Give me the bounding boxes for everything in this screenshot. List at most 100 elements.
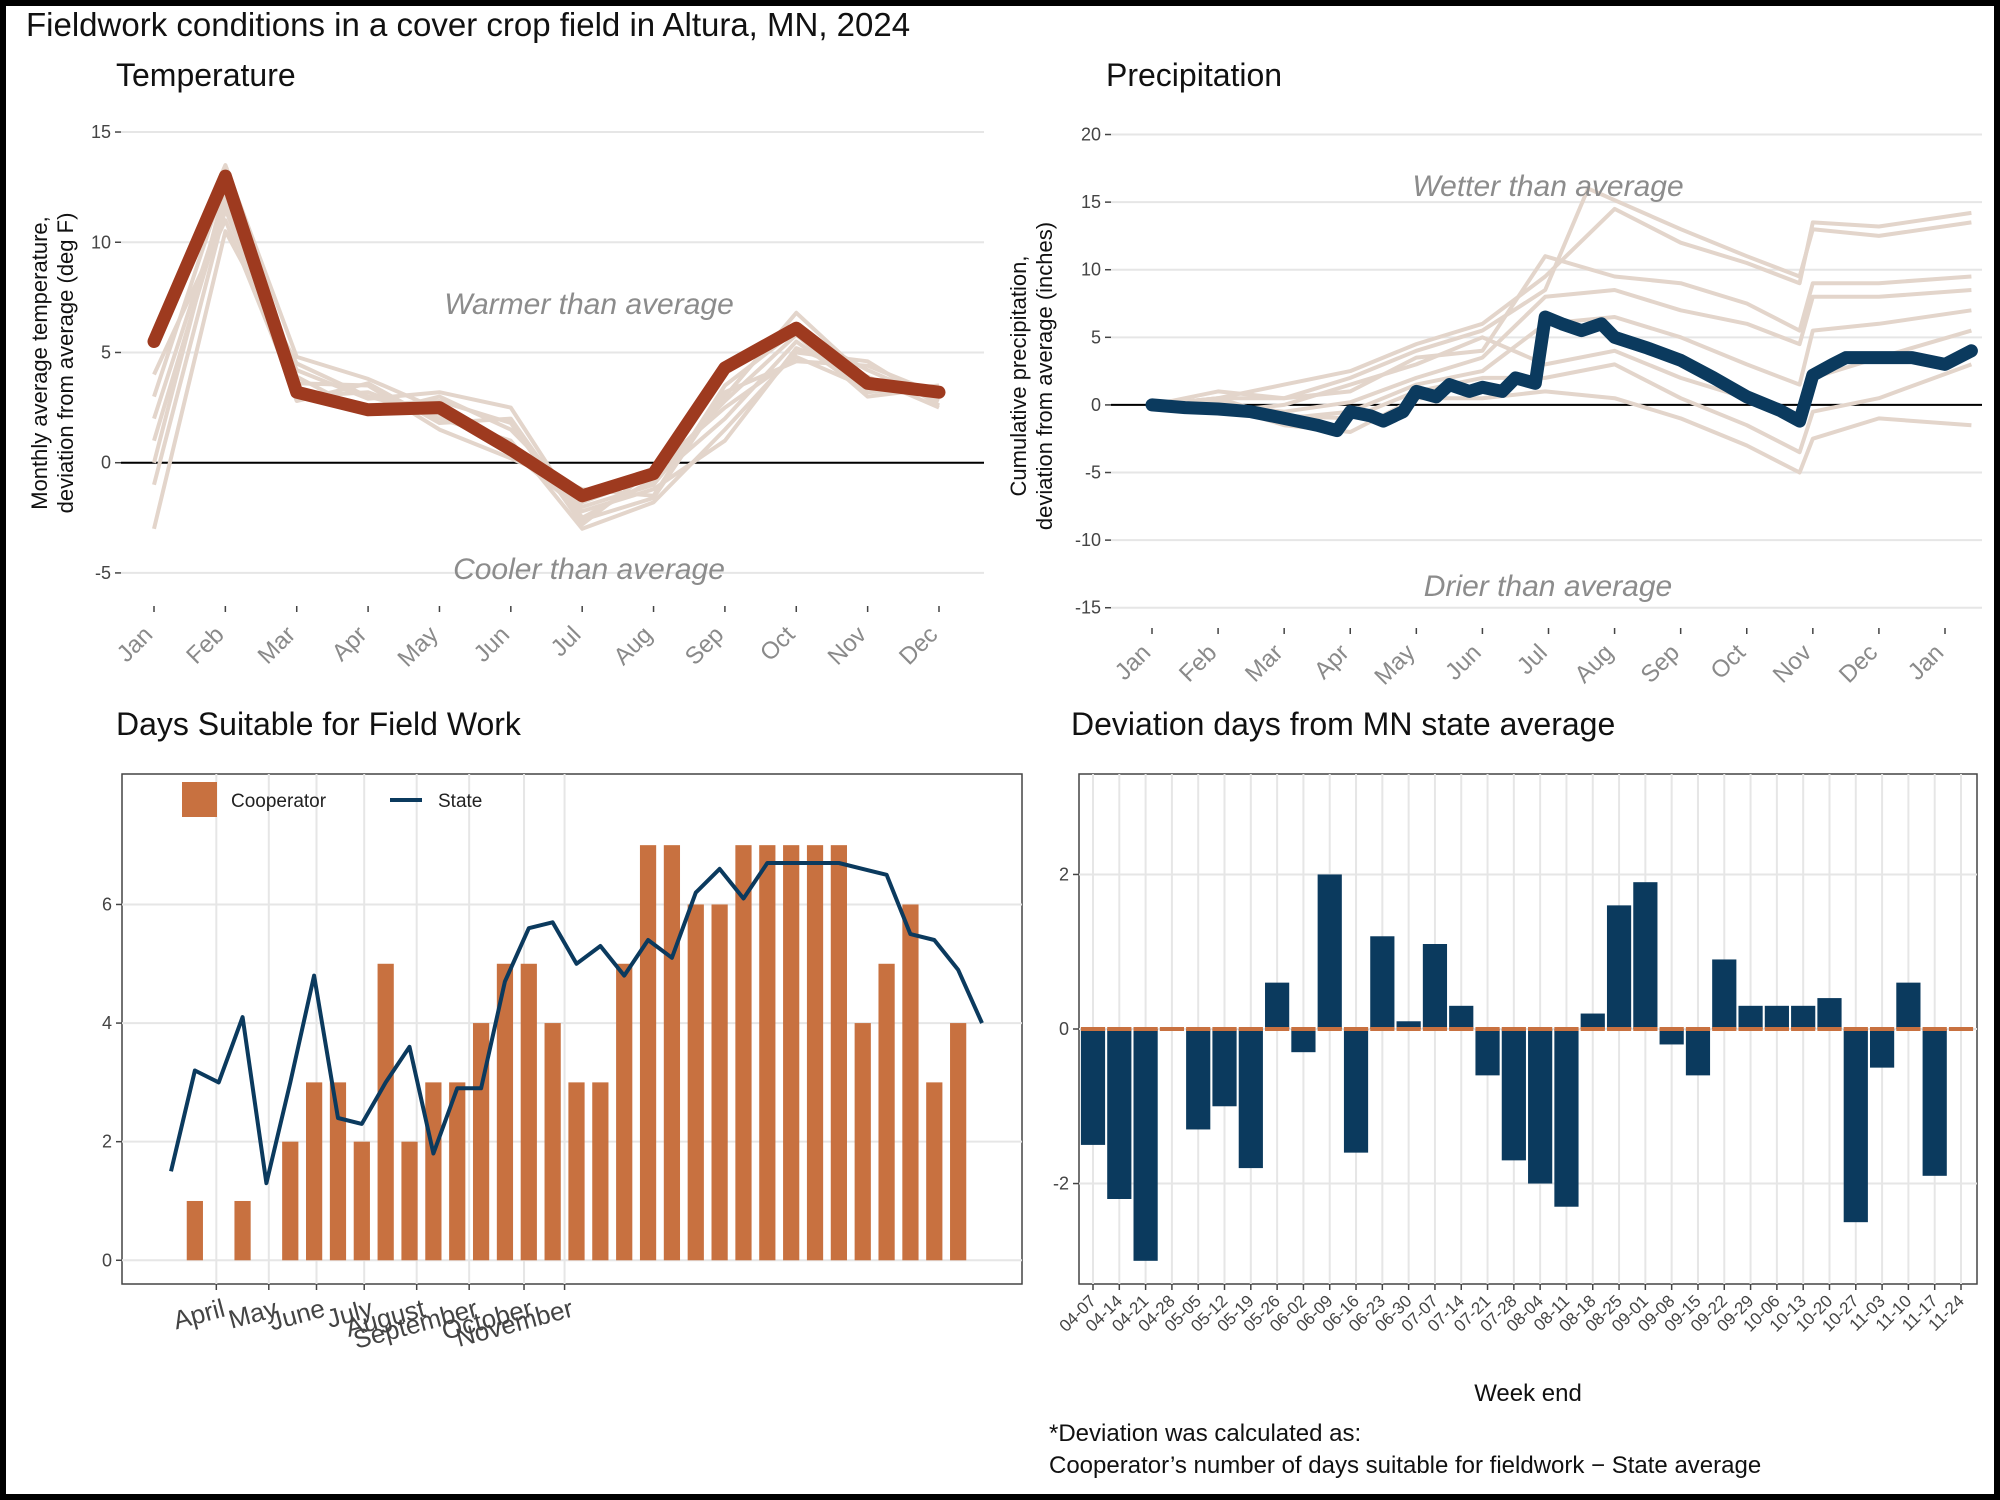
deviation-bar xyxy=(1685,1029,1711,1076)
temperature-warmer-annotation: Warmer than average xyxy=(444,288,734,321)
cooperator-bar xyxy=(186,1200,203,1261)
fieldwork-ytick-label: 2 xyxy=(102,1132,112,1152)
cooperator-bar xyxy=(306,1082,323,1261)
deviation-bar xyxy=(1633,882,1658,1029)
cooperator-bar xyxy=(568,1082,585,1261)
deviation-bar xyxy=(1317,874,1342,1029)
temperature-xtick-label: Mar xyxy=(253,621,301,669)
cooperator-bar xyxy=(377,963,394,1261)
state-line xyxy=(169,861,984,1186)
fieldwork-ytick-label: 0 xyxy=(102,1250,112,1270)
deviation-bar xyxy=(1238,1029,1263,1169)
fieldwork-month-label: April xyxy=(170,1293,228,1335)
deviation-xlabel: Week end xyxy=(1474,1380,1582,1407)
temperature-xtick-label: Aug xyxy=(609,621,658,670)
fieldwork-ytick-label: 6 xyxy=(102,894,112,914)
deviation-bar xyxy=(1107,1029,1132,1199)
deviation-ytick-label: -2 xyxy=(1053,1174,1069,1194)
cooperator-bar xyxy=(401,1141,418,1261)
precipitation-ylabel: Cumulative precipitation,deviation from … xyxy=(1006,222,1057,530)
deviation-footnote-line2: Cooperator’s number of days suitable for… xyxy=(1049,1452,1761,1479)
cooperator-bar xyxy=(783,845,800,1261)
temperature-ytick-label: -5 xyxy=(95,563,111,583)
figure-title: Fieldwork conditions in a cover crop fie… xyxy=(26,6,910,43)
cooperator-bar xyxy=(830,845,847,1261)
cooperator-bar xyxy=(663,845,681,1261)
figure-canvas: Fieldwork conditions in a cover crop fie… xyxy=(26,6,1982,1479)
precipitation-ylabel-line: Cumulative precipitation, xyxy=(1006,256,1031,497)
deviation-bar xyxy=(1370,936,1395,1029)
temperature-xtick-label: Oct xyxy=(755,621,801,667)
temperature-ytick-label: 5 xyxy=(101,342,111,362)
cooperator-bar xyxy=(639,845,657,1261)
cooperator-bar xyxy=(926,1082,943,1261)
cooperator-bar xyxy=(950,1023,967,1261)
temperature-ylabel-line: Monthly average temperature, xyxy=(27,216,52,510)
deviation-ytick-label: 2 xyxy=(1059,864,1069,884)
precipitation-xtick-label: Jul xyxy=(1512,639,1553,680)
cooperator-bar xyxy=(735,845,752,1261)
cooperator-bar xyxy=(687,904,704,1261)
cooperator-bar xyxy=(234,1200,251,1261)
precipitation-xtick-label: Apr xyxy=(1309,639,1355,685)
precipitation-xtick-label: Oct xyxy=(1705,639,1751,685)
precipitation-ytick-label: 15 xyxy=(1081,192,1101,212)
temperature-xtick-label: Nov xyxy=(823,621,872,670)
precipitation-historical-line xyxy=(1152,288,1972,414)
fieldwork-month-label: June xyxy=(266,1293,328,1337)
cooperator-bar xyxy=(544,1023,561,1261)
precipitation-ytick-label: 20 xyxy=(1081,125,1101,145)
temperature-xtick-label: Dec xyxy=(894,621,943,670)
deviation-bar xyxy=(1186,1029,1211,1130)
temperature-xtick-label: Apr xyxy=(327,621,373,667)
temperature-cooler-annotation: Cooler than average xyxy=(453,553,725,586)
temperature-xtick-label: Feb xyxy=(181,621,229,669)
precipitation-wetter-annotation: Wetter than average xyxy=(1412,170,1683,203)
precipitation-historical-line xyxy=(1151,362,1973,455)
temperature-xtick-label: Jan xyxy=(112,621,158,667)
cooperator-bar xyxy=(329,1082,347,1261)
deviation-bar xyxy=(1475,1029,1500,1076)
fieldwork-days-panel: Days Suitable for Field Work 0 2 4 6 Coopera… xyxy=(102,706,1023,1355)
temperature-ylabel: Monthly average temperature,deviation fr… xyxy=(27,213,78,514)
deviation-bar xyxy=(1133,1029,1158,1261)
temperature-xtick-label: Sep xyxy=(680,621,729,670)
precipitation-drier-annotation: Drier than average xyxy=(1424,570,1672,603)
deviation-bar xyxy=(1265,982,1290,1029)
cooperator-bar xyxy=(282,1141,299,1261)
precipitation-ylabel-line: deviation from average (inches) xyxy=(1032,222,1057,530)
fieldwork-days-title: Days Suitable for Field Work xyxy=(116,706,522,742)
deviation-bar xyxy=(1580,1013,1605,1029)
deviation-bar xyxy=(1422,944,1448,1029)
deviation-footnote-line1: *Deviation was calculated as: xyxy=(1049,1420,1361,1447)
deviation-bar xyxy=(1869,1029,1895,1068)
deviation-bar xyxy=(1528,1029,1553,1184)
deviation-bar xyxy=(1817,998,1842,1029)
deviation-bar xyxy=(1291,1029,1316,1053)
precipitation-2024-line xyxy=(1145,310,1978,438)
legend-cooperator-swatch xyxy=(182,782,217,817)
temperature-xtick-label: May xyxy=(393,621,444,672)
cooperator-bar xyxy=(759,845,776,1261)
deviation-bar xyxy=(1791,1005,1816,1029)
deviation-bar xyxy=(1396,1021,1421,1029)
precipitation-ytick-label: 5 xyxy=(1091,327,1101,347)
precipitation-title: Precipitation xyxy=(1106,57,1282,93)
precipitation-xtick-label: Jun xyxy=(1440,639,1486,685)
precipitation-xtick-label: Sep xyxy=(1636,639,1685,688)
precipitation-ytick-label: 0 xyxy=(1091,395,1101,415)
temperature-panel: Temperature -5 0 5 10 15 Warmer than average C… xyxy=(27,57,984,672)
deviation-bar xyxy=(1080,1029,1106,1145)
cooperator-bar xyxy=(854,1023,871,1261)
deviation-ytick-label: 0 xyxy=(1059,1019,1069,1039)
precipitation-historical-line xyxy=(1151,254,1972,407)
deviation-bar xyxy=(1449,1005,1474,1029)
deviation-bar xyxy=(1712,959,1737,1029)
legend-state-label: State xyxy=(438,791,482,812)
deviation-bar xyxy=(1738,1005,1763,1029)
deviation-bar xyxy=(1212,1029,1237,1107)
precipitation-historical-line xyxy=(1151,186,1972,407)
cooperator-bar xyxy=(878,963,895,1261)
precipitation-ytick-label: -5 xyxy=(1085,463,1101,483)
temperature-xtick-label: Jul xyxy=(546,621,587,662)
